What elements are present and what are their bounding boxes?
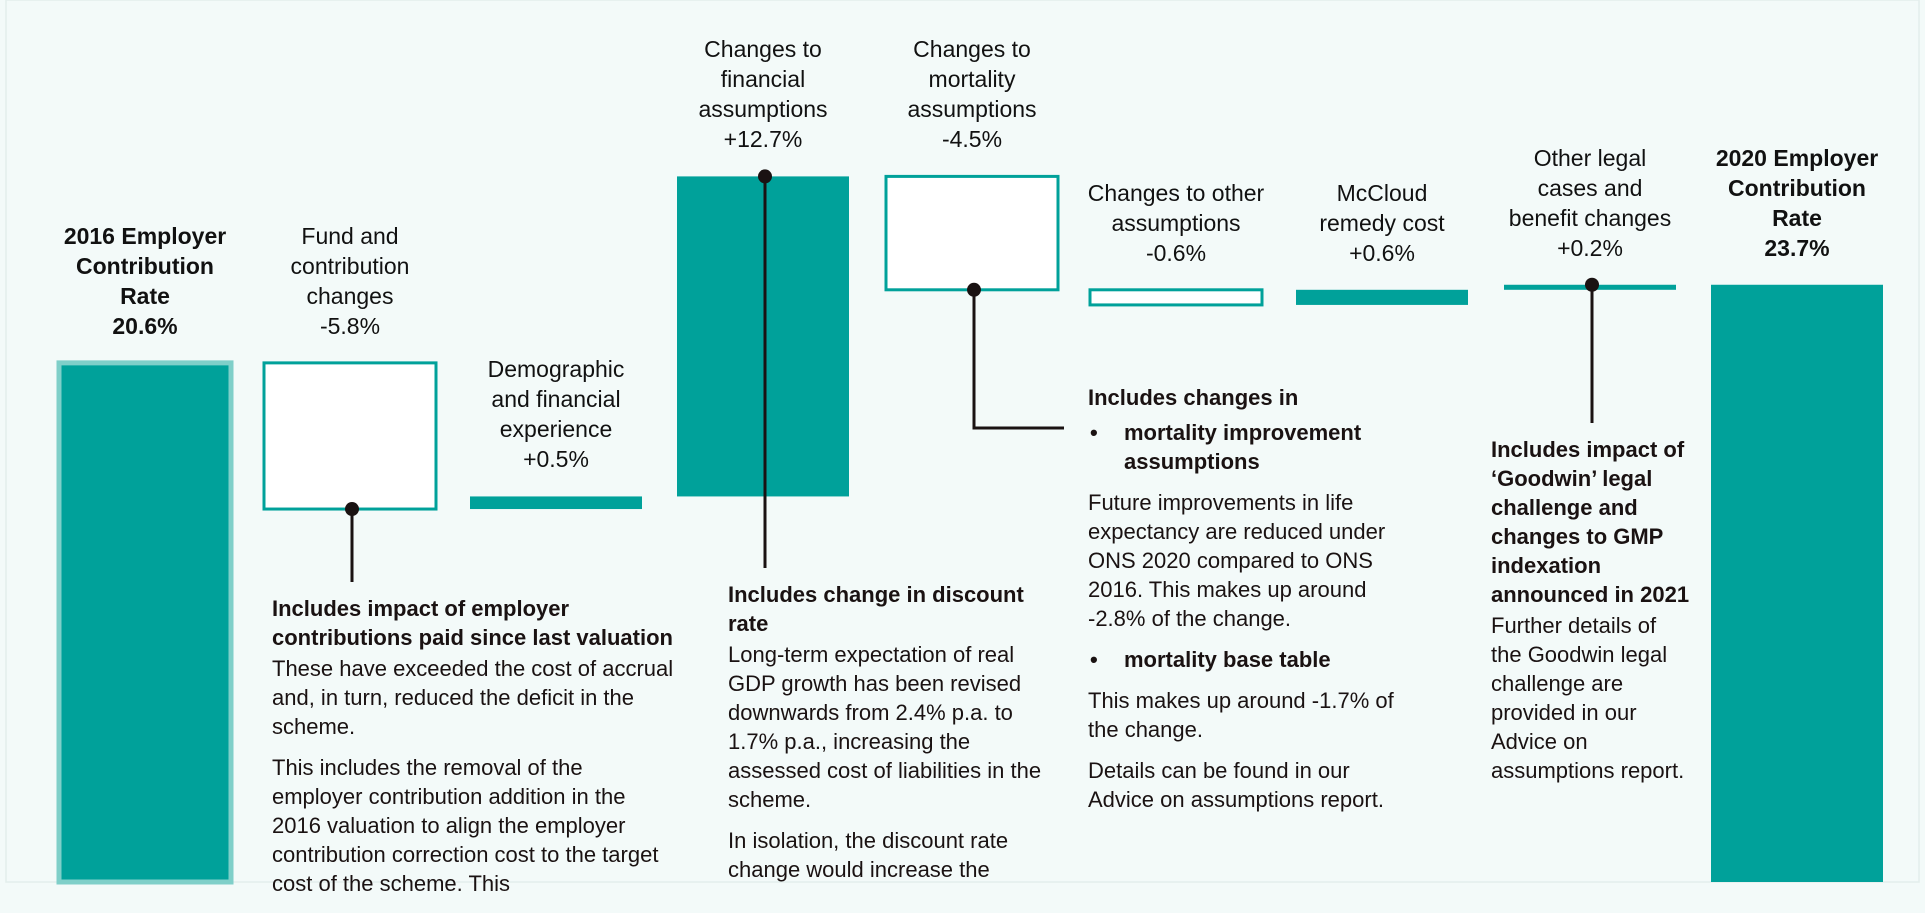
- annotation: Includes change in discount rate Long-ter…: [728, 580, 1043, 896]
- value-label: -4.5%: [941, 126, 1003, 153]
- total-bar: [1711, 284, 1883, 882]
- bar-label: Fund and contribution changes -5.8%: [220, 221, 480, 341]
- annotation: Includes changes in mortality improvement…: [1088, 383, 1418, 826]
- value-label: +0.2%: [1557, 234, 1623, 261]
- decrease-bar: [262, 361, 438, 511]
- annotation-text: These have exceeded the cost of accrual …: [272, 656, 674, 739]
- category-label: Demographic and financial experience: [487, 356, 625, 443]
- decrease-bar: [1088, 288, 1264, 307]
- annotation-text: Future improvements in life expectancy a…: [1088, 490, 1386, 631]
- value-label: -5.8%: [319, 312, 381, 339]
- category-label: Other legal cases and benefit changes: [1508, 144, 1672, 231]
- increase-bar: [470, 496, 642, 510]
- category-label: Changes to financial assumptions: [698, 36, 828, 123]
- annotation-text: In isolation, the discount rate change w…: [728, 828, 1009, 882]
- bar-label: McCloud remedy cost +0.6%: [1252, 178, 1512, 268]
- bar-label: Other legal cases and benefit changes +0.…: [1460, 143, 1720, 263]
- connector: [972, 289, 1064, 430]
- bar-label: Demographic and financial experience +0.5…: [426, 354, 686, 474]
- annotation-text: Details can be found in our Advice on as…: [1088, 758, 1384, 812]
- connector-dot: [758, 169, 772, 184]
- bar-label: Changes to other assumptions -0.6%: [1046, 178, 1306, 268]
- annotation-text: This makes up around -1.7% of the change…: [1088, 688, 1394, 742]
- bar-label: 2016 Employer Contribution Rate 20.6%: [15, 221, 275, 341]
- category-label: Fund and contribution changes: [290, 222, 410, 309]
- category-label: 2020 Employer Contribution Rate: [1715, 144, 1879, 231]
- category-label: McCloud remedy cost: [1319, 179, 1445, 236]
- annotation-bullet: mortality improvement assumptions: [1088, 418, 1418, 476]
- bar-label: Changes to mortality assumptions -4.5%: [842, 34, 1102, 154]
- bar-label: Changes to financial assumptions +12.7%: [633, 34, 893, 154]
- annotation-heading: Includes changes in: [1088, 385, 1299, 410]
- value-label: +0.5%: [523, 446, 589, 473]
- category-label: Changes to mortality assumptions: [907, 36, 1037, 123]
- value-label: -0.6%: [1145, 239, 1207, 266]
- connector-dot: [1585, 277, 1599, 292]
- annotation-text: This includes the removal of the employe…: [272, 755, 659, 896]
- annotation-heading: Includes change in discount rate: [728, 582, 1024, 636]
- annotation: Includes impact of ‘Goodwin’ legal chall…: [1491, 435, 1691, 797]
- category-label: Changes to other assumptions: [1087, 179, 1265, 236]
- connector-dot: [967, 282, 981, 297]
- decrease-bar: [884, 174, 1060, 292]
- value-label: 20.6%: [112, 312, 178, 339]
- annotation-text: Further details of the Goodwin legal cha…: [1491, 613, 1685, 783]
- increase-bar: [677, 176, 849, 497]
- value-label: +12.7%: [723, 126, 803, 153]
- annotation: Includes impact of employer contribution…: [272, 594, 677, 910]
- annotation-text: Long-term expectation of real GDP growth…: [728, 642, 1042, 812]
- annotation-heading: Includes impact of ‘Goodwin’ legal chall…: [1491, 437, 1690, 607]
- total-bar: [56, 360, 234, 885]
- annotation-bullet: mortality base table: [1088, 645, 1418, 674]
- connector-dot: [345, 502, 359, 517]
- annotation-heading: Includes impact of employer contribution…: [272, 596, 673, 650]
- value-label: +0.6%: [1349, 239, 1415, 266]
- bar-label: 2020 Employer Contribution Rate 23.7%: [1667, 143, 1925, 263]
- category-label: 2016 Employer Contribution Rate: [63, 222, 227, 309]
- value-label: 23.7%: [1764, 234, 1830, 261]
- increase-bar: [1296, 289, 1468, 305]
- frame-border: [5, 0, 1920, 883]
